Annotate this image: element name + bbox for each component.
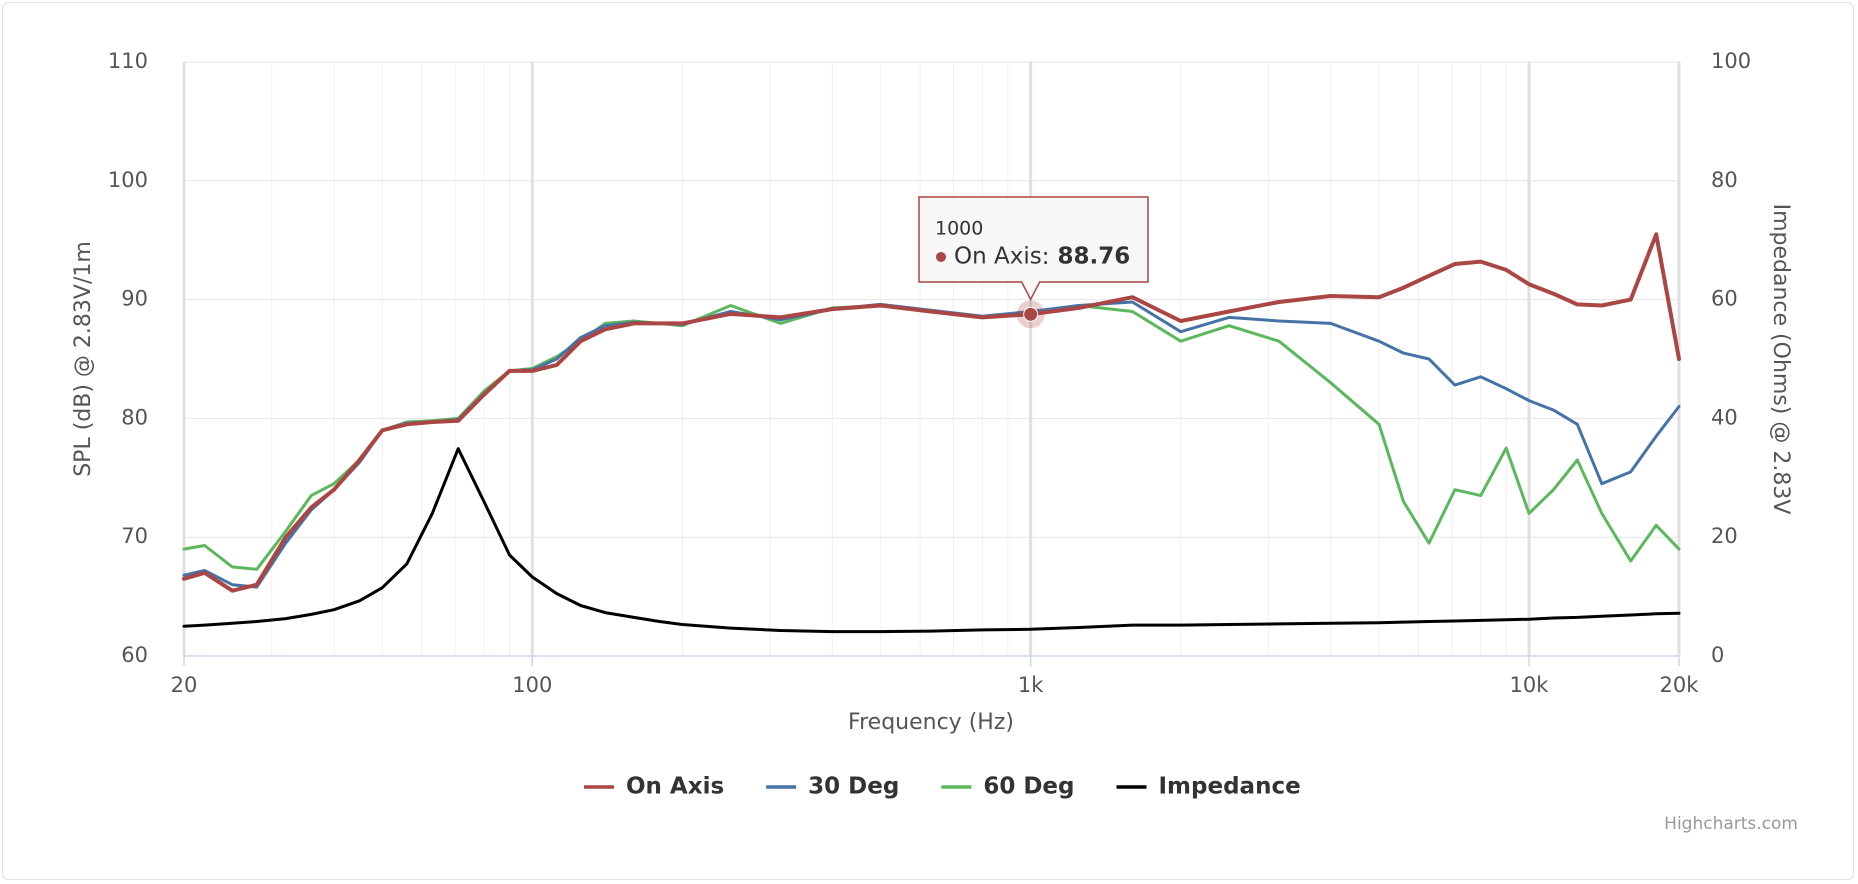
series-line	[182, 447, 1681, 634]
legend-label: 60 Deg	[983, 774, 1074, 800]
x-axis-title: Frequency (Hz)	[848, 710, 1014, 735]
y2-axis-title: Impedance (Ohms) @ 2.83V	[1768, 204, 1793, 515]
tooltip-series: On Axis:	[954, 244, 1049, 270]
x-tick-label: 1k	[1018, 673, 1044, 697]
tooltip-box	[918, 196, 1149, 301]
y-tick-label: 60	[121, 643, 148, 667]
y2-tick-label: 20	[1711, 524, 1738, 548]
y-tick-label: 70	[121, 524, 148, 548]
y-tick-label: 110	[108, 49, 148, 73]
y2-tick-label: 100	[1711, 49, 1751, 73]
series-line	[182, 300, 1681, 589]
legend-label: Impedance	[1159, 774, 1301, 800]
y-tick-label: 80	[121, 405, 148, 429]
legend-label: 30 Deg	[808, 774, 899, 800]
y-tick-label: 100	[108, 168, 148, 192]
y-tick-label: 90	[121, 287, 148, 311]
tooltip-x: 1000	[935, 218, 983, 240]
y2-tick-label: 80	[1711, 168, 1738, 192]
credits: Highcharts.com	[1664, 814, 1798, 834]
y2-tick-label: 40	[1711, 405, 1738, 429]
x-tick-label: 100	[512, 673, 552, 697]
x-tick-label: 10k	[1510, 673, 1550, 697]
hover-point	[1023, 306, 1039, 322]
y2-tick-label: 60	[1711, 287, 1738, 311]
x-tick-label: 20k	[1660, 673, 1700, 697]
tooltip-sep: :	[1042, 244, 1050, 270]
y2-tick-label: 0	[1711, 643, 1724, 667]
x-tick-label: 20	[171, 673, 198, 697]
series-line	[182, 232, 1681, 593]
y-axis-title: SPL (dB) @ 2.83V/1m	[71, 241, 96, 477]
tooltip-value: 88.76	[1057, 244, 1130, 270]
series-line	[182, 304, 1681, 571]
tooltip-dot	[936, 252, 946, 262]
legend-label: On Axis	[626, 774, 724, 800]
